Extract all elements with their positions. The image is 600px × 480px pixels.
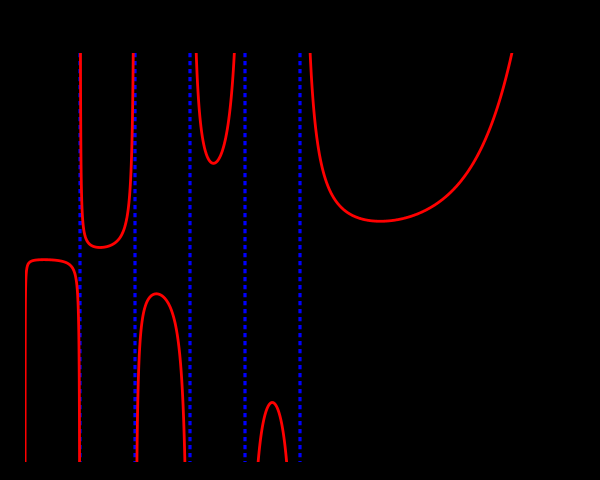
gamma-curve-group: [25, 53, 514, 462]
gamma-curve-branch: [25, 258, 81, 462]
gamma-curve-branch: [79, 53, 135, 249]
gamma-curve-branch: [135, 292, 187, 462]
asymptotes-group: [78, 53, 302, 462]
gamma-curve-branch: [194, 53, 236, 165]
gamma-curve-branch: [308, 53, 514, 223]
gamma-curve-branch: [256, 401, 289, 462]
